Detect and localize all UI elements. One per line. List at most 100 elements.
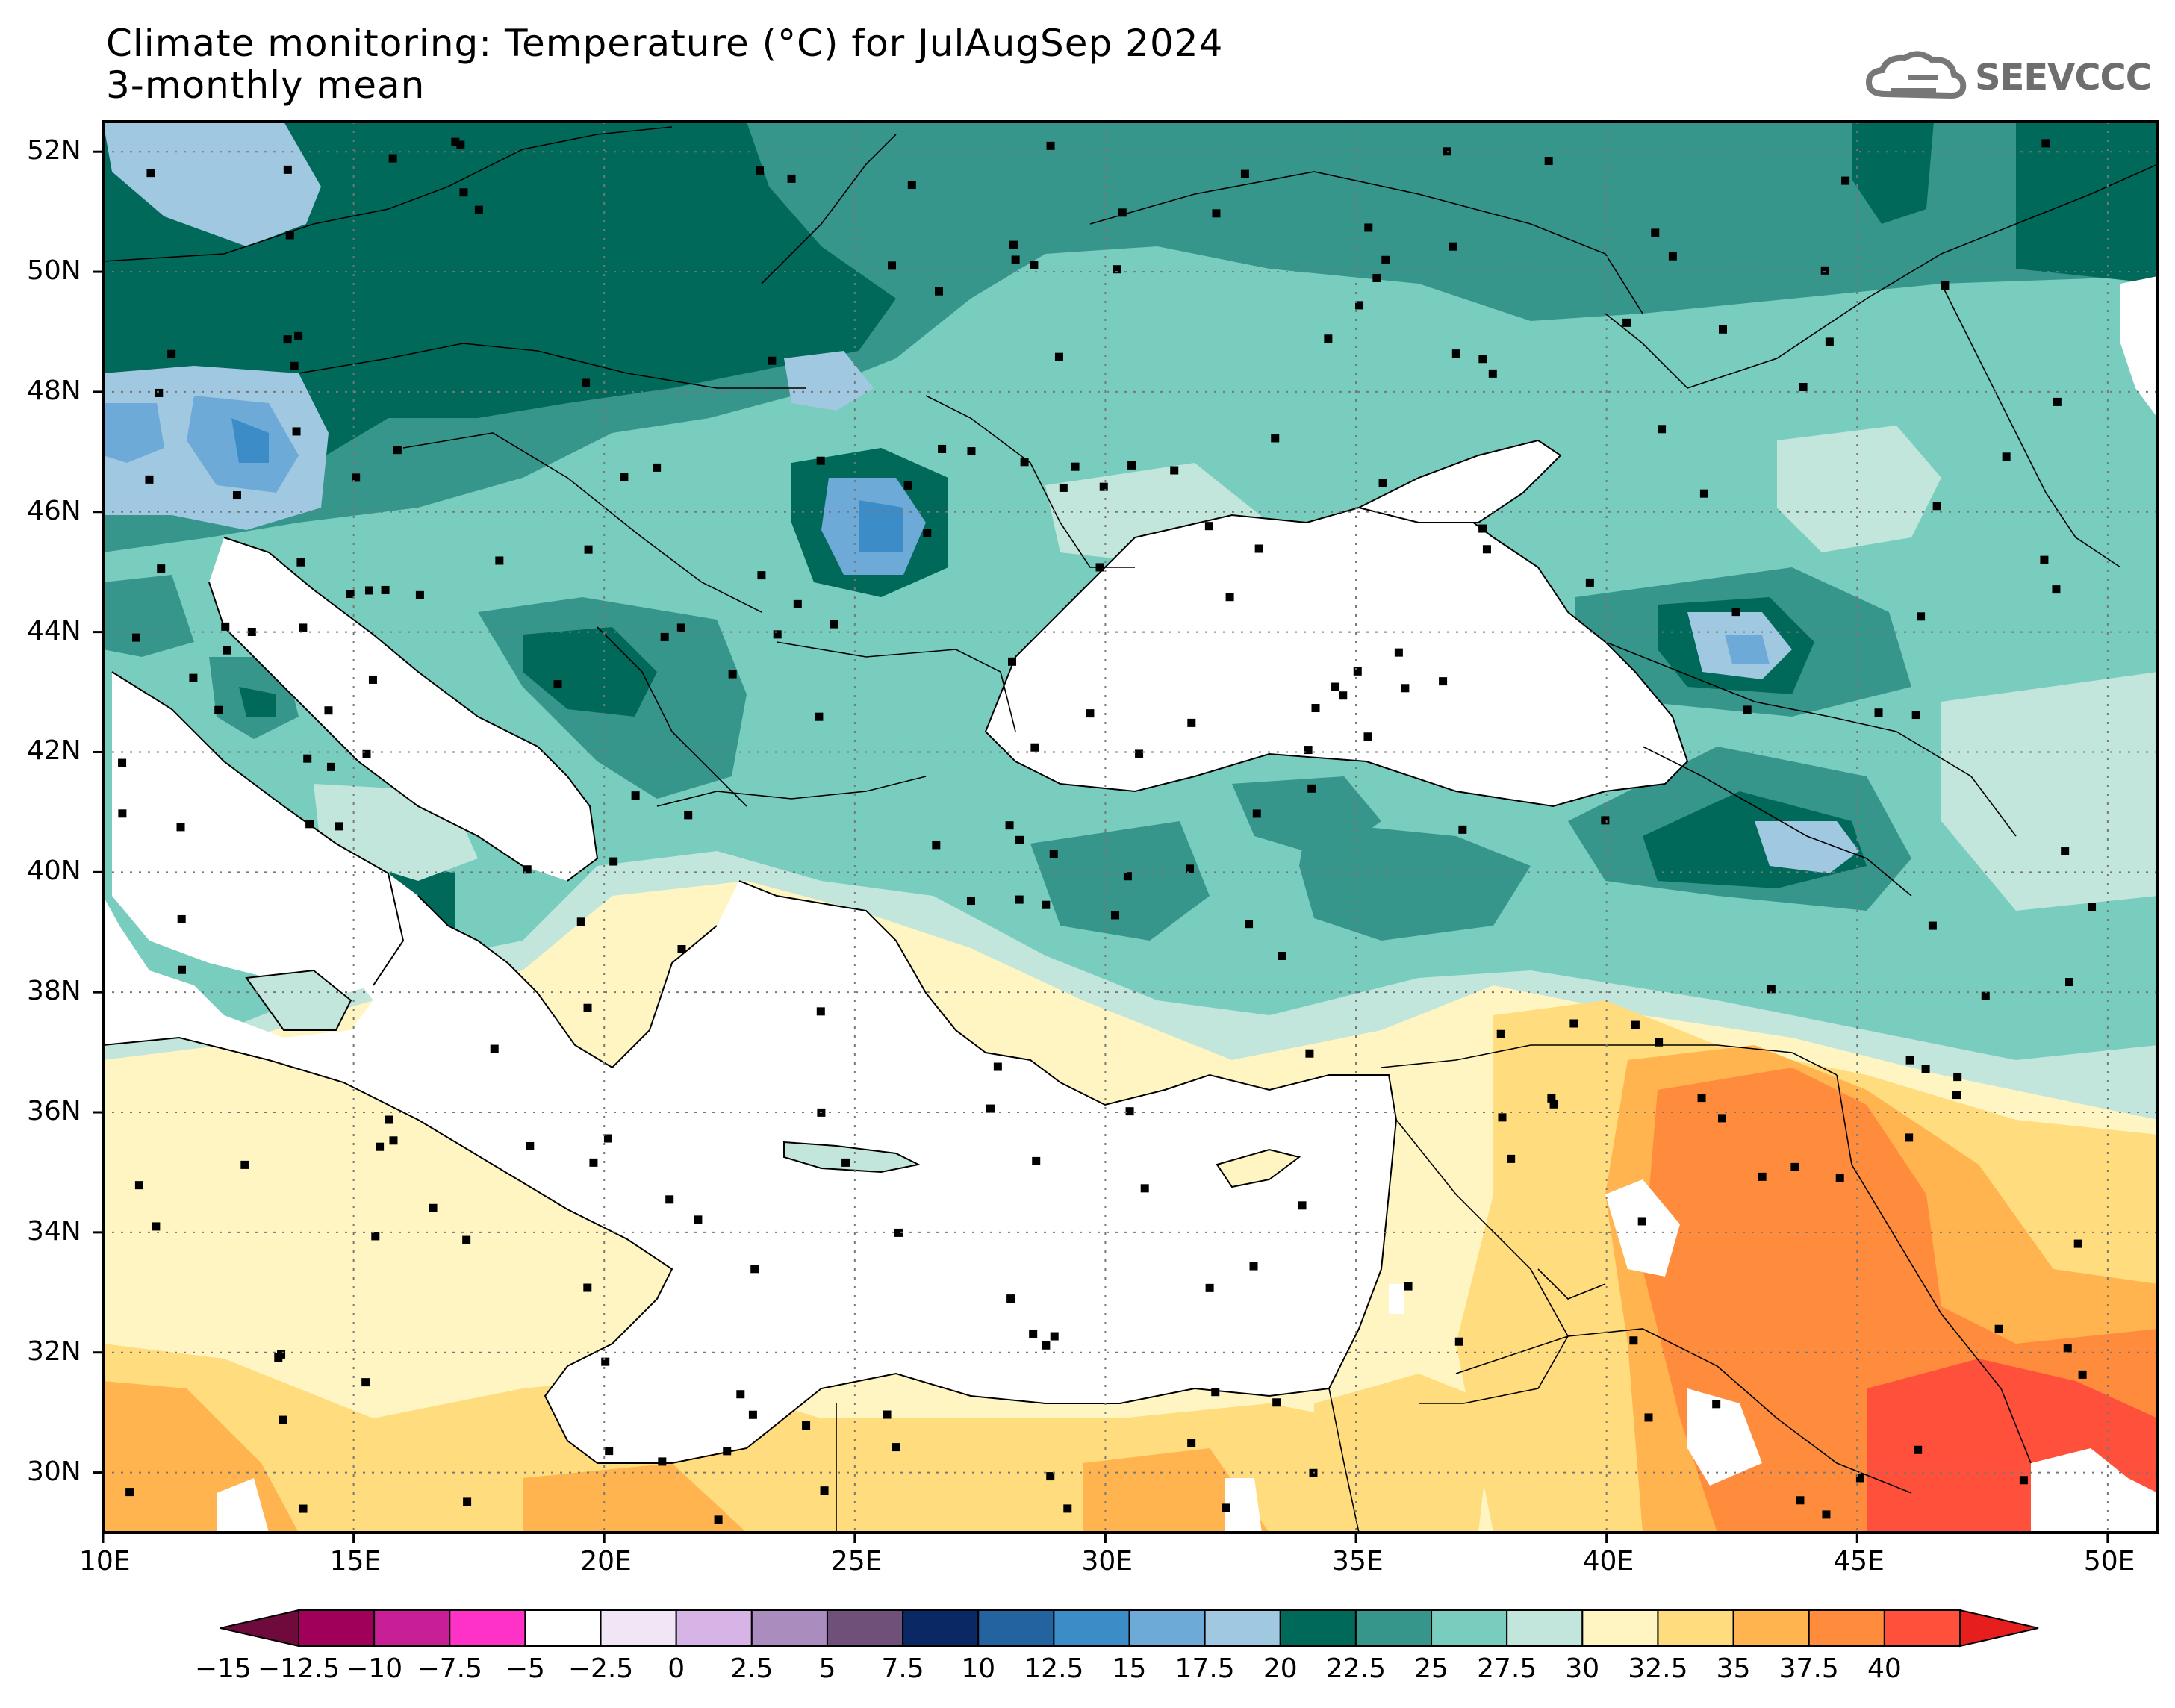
station-marker <box>474 205 483 214</box>
station-marker <box>385 1115 393 1124</box>
station-marker <box>583 1003 592 1012</box>
station-marker <box>1030 743 1039 752</box>
colorbar-swatch <box>1657 1609 1734 1647</box>
station-marker <box>1020 458 1029 467</box>
colorbar-swatch <box>1279 1609 1357 1647</box>
station-marker <box>1254 544 1263 553</box>
persian-gulf <box>2031 1448 2158 1533</box>
station-marker <box>966 897 975 906</box>
station-marker <box>1569 1019 1578 1028</box>
station-marker <box>415 590 424 599</box>
station-marker <box>1767 985 1776 994</box>
station-marker <box>1799 383 1808 392</box>
station-marker <box>456 140 465 149</box>
station-marker <box>240 1160 249 1169</box>
colorbar-swatch <box>449 1609 526 1647</box>
station-marker <box>894 1228 903 1237</box>
sicily <box>245 969 352 1031</box>
lon-tick-label: 50E <box>2083 1546 2135 1577</box>
colorbar-swatch <box>1883 1609 1961 1647</box>
station-marker <box>393 446 402 455</box>
lat-tick-label: 46N <box>27 495 81 526</box>
station-marker <box>1006 1294 1015 1303</box>
station-marker <box>1372 273 1381 282</box>
station-marker <box>714 1515 723 1524</box>
station-marker <box>684 811 693 820</box>
station-marker <box>1458 825 1467 834</box>
station-marker <box>152 1222 161 1231</box>
station-marker <box>1394 648 1403 657</box>
station-marker <box>1482 545 1491 554</box>
station-marker <box>1187 1439 1196 1447</box>
station-marker <box>131 633 140 642</box>
station-marker <box>1135 749 1144 758</box>
station-marker <box>368 675 377 684</box>
station-marker <box>1046 1472 1055 1481</box>
station-marker <box>1099 482 1108 491</box>
station-marker <box>1005 821 1014 830</box>
station-marker <box>1355 301 1364 310</box>
station-marker <box>1631 1020 1640 1029</box>
station-marker <box>2052 585 2061 594</box>
station-marker <box>1111 911 1120 920</box>
station-marker <box>1118 208 1127 217</box>
station-marker <box>1994 1324 2003 1333</box>
station-marker <box>305 820 314 829</box>
station-marker <box>299 623 308 632</box>
lon-tick-label: 40E <box>1582 1546 1634 1577</box>
station-marker <box>723 1447 732 1456</box>
station-marker <box>381 585 390 594</box>
station-marker <box>1507 1154 1516 1163</box>
lon-tick-label: 30E <box>1081 1546 1133 1577</box>
station-marker <box>1790 1162 1799 1171</box>
station-marker <box>1449 242 1457 251</box>
station-marker <box>459 188 468 197</box>
station-marker <box>371 1232 380 1241</box>
station-marker <box>285 231 294 240</box>
colorbar-swatch <box>1053 1609 1130 1647</box>
station-marker <box>2065 978 2074 987</box>
station-marker <box>892 1443 900 1452</box>
station-marker <box>887 261 896 270</box>
station-marker <box>1822 1510 1831 1519</box>
crete <box>783 1141 921 1174</box>
station-marker <box>755 166 764 175</box>
colorbar-swatch <box>524 1609 602 1647</box>
title-line-2: 3-monthly mean <box>106 63 426 107</box>
station-marker <box>462 1235 471 1244</box>
station-marker <box>1544 157 1553 166</box>
station-marker <box>523 865 532 874</box>
station-marker <box>750 1265 759 1274</box>
station-marker <box>1054 352 1063 361</box>
station-marker <box>1042 900 1051 909</box>
station-marker <box>1478 355 1487 364</box>
station-marker <box>1796 1496 1805 1505</box>
station-marker <box>923 529 932 537</box>
station-marker <box>1331 682 1340 691</box>
station-marker <box>167 349 176 358</box>
station-marker <box>2063 1344 2072 1353</box>
station-marker <box>1874 708 1883 717</box>
station-marker <box>1549 1100 1558 1109</box>
station-marker <box>1050 1332 1059 1341</box>
station-marker <box>1071 462 1080 471</box>
lat-tick-label: 36N <box>27 1096 81 1127</box>
black-sea <box>984 491 1689 808</box>
station-marker <box>907 181 916 190</box>
station-marker <box>1905 1133 1914 1142</box>
station-marker <box>274 1353 283 1362</box>
station-marker <box>1363 732 1372 741</box>
station-marker <box>603 1134 612 1143</box>
station-marker <box>1086 709 1095 718</box>
colorbar-swatch <box>1128 1609 1206 1647</box>
station-marker <box>1245 920 1254 929</box>
station-marker <box>1547 1094 1556 1103</box>
station-marker <box>1712 1400 1721 1409</box>
colorbar-swatch <box>1581 1609 1659 1647</box>
station-marker <box>677 945 686 954</box>
station-marker <box>1439 677 1448 686</box>
station-marker <box>389 1136 398 1145</box>
station-marker <box>830 620 838 629</box>
station-marker <box>346 590 355 599</box>
